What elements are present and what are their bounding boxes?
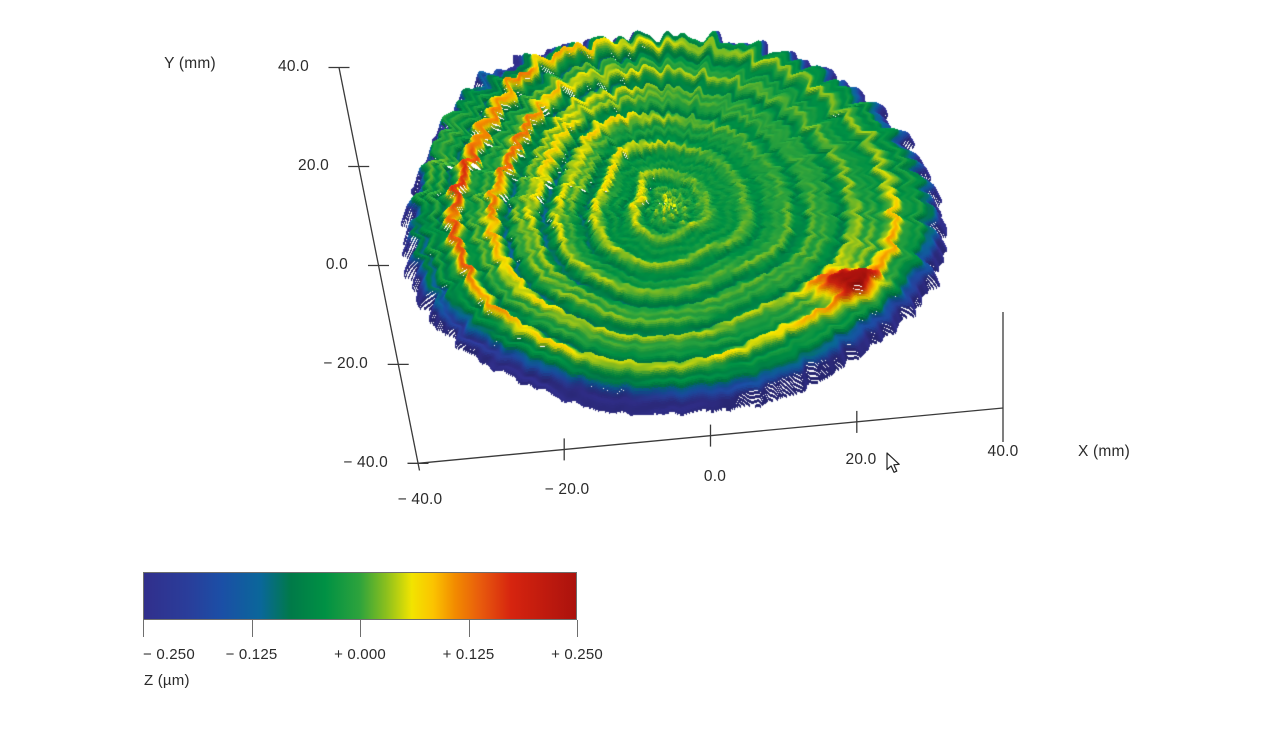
colorbar-tick-label: − 0.250 <box>143 646 195 663</box>
x-tick-label: 0.0 <box>703 468 727 485</box>
y-axis-ticks <box>328 66 429 464</box>
colorbar-tick-label: − 0.125 <box>225 646 278 663</box>
colorbar-tick <box>251 620 253 637</box>
y-axis-title: Y (mm) <box>164 55 216 72</box>
surface-3d-plot[interactable] <box>380 0 960 445</box>
mouse-cursor-icon <box>886 452 900 473</box>
x-axis-ticks <box>563 410 858 461</box>
x-axis-title: X (mm) <box>1078 443 1130 460</box>
y-tick-label: − 40.0 <box>343 454 388 471</box>
x-tick-label: − 20.0 <box>544 481 590 498</box>
y-axis-line <box>338 67 421 471</box>
x-tick-label: 40.0 <box>987 443 1019 460</box>
colorbar-tick <box>360 620 362 637</box>
colorbar-tick-label: + 0.125 <box>442 646 495 663</box>
colorbar-axis-title: Z (µm) <box>144 672 190 689</box>
y-tick-label: 40.0 <box>278 58 309 75</box>
x-tick-label: − 40.0 <box>397 491 443 508</box>
x-tick-label: 20.0 <box>845 451 877 468</box>
colorbar-tick <box>468 620 470 637</box>
colorbar-tick-label: + 0.250 <box>551 646 603 663</box>
colorbar-gradient <box>143 572 577 620</box>
y-tick-label: 0.0 <box>325 256 348 273</box>
y-tick-label: − 20.0 <box>323 355 368 372</box>
colorbar-tick <box>576 620 578 637</box>
colorbar-tick-label: + 0.000 <box>334 646 386 663</box>
colorbar-tick <box>143 620 145 637</box>
y-tick-label: 20.0 <box>298 157 329 174</box>
